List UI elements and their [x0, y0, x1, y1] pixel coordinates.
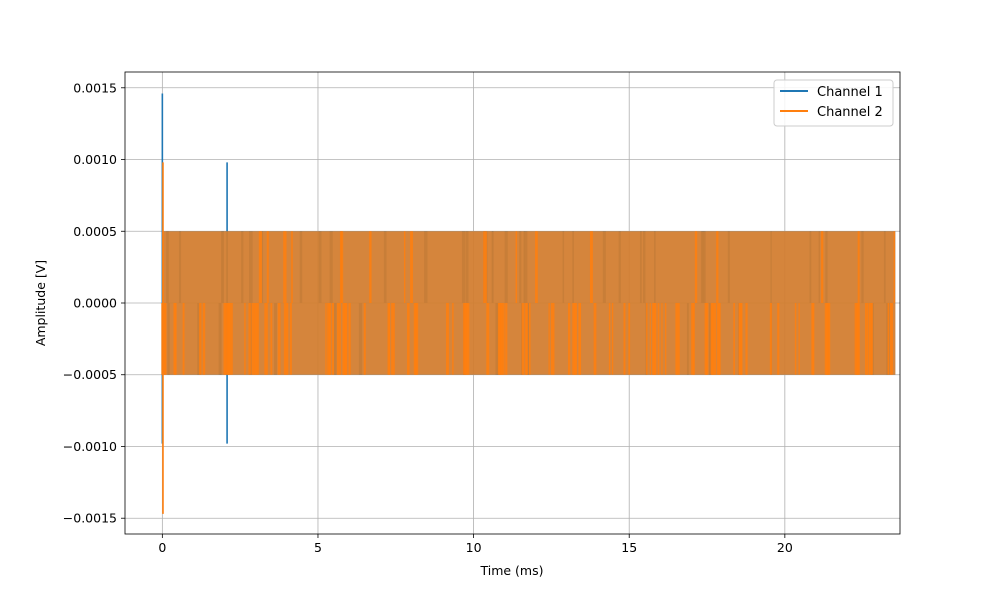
y-tick-label: 0.0015 [73, 80, 117, 95]
y-tick-label: 0.0010 [73, 152, 117, 167]
series-2 [161, 162, 896, 514]
legend: Channel 1 Channel 2 [773, 79, 894, 127]
series-2-band [162, 231, 896, 375]
y-tick-label: −0.0015 [63, 511, 117, 526]
x-tick-label: 15 [621, 540, 637, 555]
legend-label-channel-2: Channel 2 [817, 105, 883, 120]
x-tick-label: 10 [466, 540, 482, 555]
x-axis-label: Time (ms) [479, 563, 543, 578]
x-axis-ticks: 0 5 10 15 20 [158, 534, 793, 555]
y-axis-ticks: −0.0015 −0.0010 −0.0005 0.0000 0.0005 0.0010 0… [63, 80, 125, 526]
y-tick-label: 0.0000 [73, 296, 117, 311]
x-tick-label: 5 [314, 540, 322, 555]
y-axis-label: Amplitude [V] [33, 260, 48, 346]
plot-area [161, 93, 896, 514]
y-tick-label: 0.0005 [73, 224, 117, 239]
y-tick-label: −0.0005 [63, 367, 117, 382]
x-tick-label: 0 [158, 540, 166, 555]
x-tick-label: 20 [777, 540, 793, 555]
y-tick-label: −0.0010 [63, 439, 117, 454]
legend-label-channel-1: Channel 1 [817, 85, 883, 100]
